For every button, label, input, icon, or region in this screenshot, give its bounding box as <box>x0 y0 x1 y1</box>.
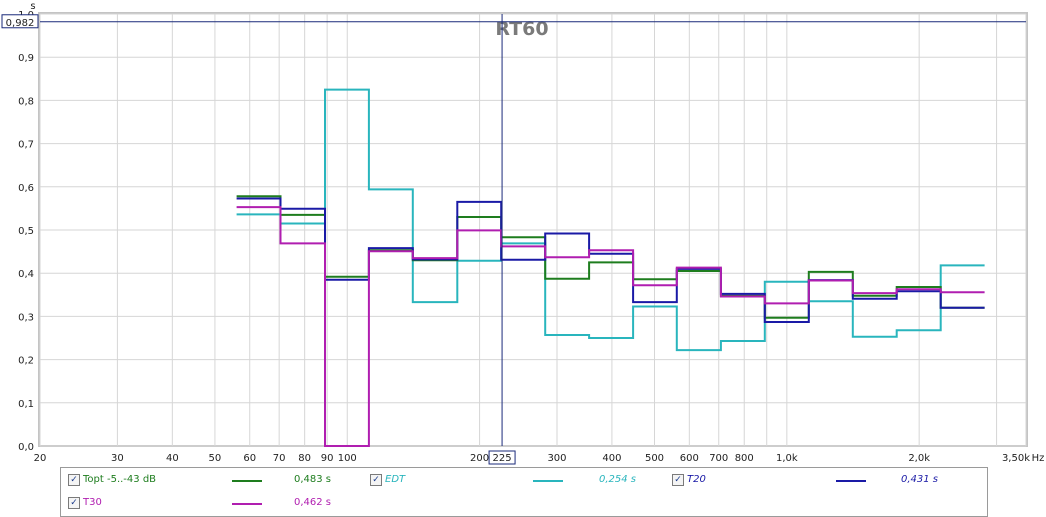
series-edt <box>236 88 985 352</box>
cursor-x-readout: 225 <box>493 453 512 464</box>
x-tick-label: 200 <box>470 453 489 464</box>
rt60-chart: RT60 s Hz 0,00,10,20,30,40,50,60,70,80,9… <box>1 1 1045 465</box>
y-tick-label: 0,7 <box>18 140 34 151</box>
y-tick-label: 0,6 <box>18 183 34 194</box>
y-tick-label: 0,5 <box>18 226 34 237</box>
legend-label-t30: T30 <box>83 497 102 508</box>
y-tick-label: 0,3 <box>18 312 34 323</box>
edt-checkbox[interactable]: ✓ <box>370 474 382 486</box>
y-tick-label: 0,4 <box>18 269 34 280</box>
grid <box>39 13 1027 447</box>
y-tick-label: 0,8 <box>18 96 34 107</box>
legend-swatch-t20 <box>836 480 866 482</box>
y-tick-labels: 0,00,10,20,30,40,50,60,70,80,91,0 <box>18 10 34 453</box>
x-tick-label: 700 <box>709 453 728 464</box>
cursor-x-readout-box <box>488 450 516 465</box>
legend-swatch-topt <box>232 480 262 482</box>
legend-value-t20: 0,431 s <box>901 474 939 485</box>
x-tick-label: 90 <box>321 453 334 464</box>
x-tick-label: 800 <box>735 453 754 464</box>
legend-label-t20: T20 <box>687 474 706 485</box>
x-tick-label: 300 <box>547 453 566 464</box>
x-tick-label: 20 <box>34 453 47 464</box>
t20-checkbox[interactable]: ✓ <box>672 474 684 486</box>
cursor-y-readout: 0,982 <box>6 18 35 29</box>
x-tick-label: 30 <box>111 453 124 464</box>
t30-checkbox[interactable]: ✓ <box>68 497 80 509</box>
legend-swatch-edt <box>533 480 563 482</box>
x-tick-labels: 20 30 40 50 60 70 80 90 100 200 300 400 500 600 700 800… <box>34 453 1031 464</box>
cursor[interactable]: 0,982 225 <box>1 14 1026 465</box>
x-tick-label: 400 <box>602 453 621 464</box>
x-tick-label: 80 <box>298 453 311 464</box>
legend-value-edt: 0,254 s <box>599 474 637 485</box>
legend-value-t30: 0,462 s <box>294 497 332 508</box>
x-tick-label: 40 <box>166 453 179 464</box>
series-t30 <box>236 206 985 447</box>
y-tick-label: 0,9 <box>18 53 34 64</box>
x-tick-label: 2,0k <box>908 453 930 464</box>
y-tick-label: 0,1 <box>18 399 34 410</box>
legend-swatch-t30 <box>232 503 262 505</box>
x-tick-label: 600 <box>680 453 699 464</box>
y-tick-label: 0,2 <box>18 356 34 367</box>
x-tick-label: 1,0k <box>776 453 798 464</box>
legend: ✓ Topt -5..-43 dB 0,483 s ✓ EDT 0,254 s … <box>60 467 988 517</box>
x-tick-label: 3,50k <box>1002 453 1030 464</box>
x-unit-label: Hz <box>1032 453 1045 464</box>
series-lines <box>236 88 985 447</box>
x-tick-label: 100 <box>338 453 357 464</box>
topt-checkbox[interactable]: ✓ <box>68 474 80 486</box>
chart-title: RT60 <box>495 18 548 40</box>
cursor-y-readout-box <box>1 14 39 29</box>
legend-label-topt: Topt -5..-43 dB <box>83 474 157 485</box>
x-tick-label: 70 <box>273 453 286 464</box>
legend-label-edt: EDT <box>385 474 406 485</box>
x-tick-label: 500 <box>645 453 664 464</box>
y-unit-label: s <box>30 1 35 12</box>
x-tick-label: 60 <box>243 453 256 464</box>
x-tick-label: 50 <box>209 453 222 464</box>
y-tick-label: 0,0 <box>18 442 34 453</box>
legend-value-topt: 0,483 s <box>294 474 332 485</box>
